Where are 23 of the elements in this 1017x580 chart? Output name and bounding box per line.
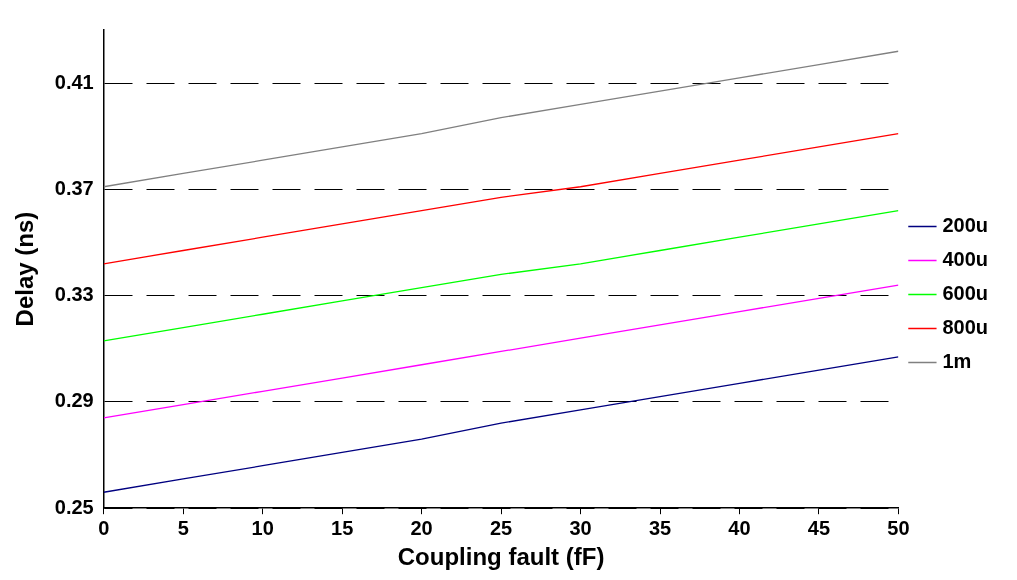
y-tick-label: 0.41 bbox=[54, 70, 94, 93]
x-tick-label: 45 bbox=[807, 516, 831, 539]
x-tick-label: 20 bbox=[410, 516, 433, 539]
x-tick-label: 0 bbox=[98, 516, 110, 539]
x-tick-label: 5 bbox=[177, 516, 189, 539]
legend-label: 1m bbox=[942, 350, 972, 373]
x-tick-label: 35 bbox=[648, 516, 672, 539]
legend-label: 200u bbox=[942, 214, 989, 237]
legend-label: 600u bbox=[942, 282, 989, 305]
y-tick-label: 0.29 bbox=[54, 389, 94, 412]
y-tick-label: 0.33 bbox=[54, 283, 94, 306]
x-tick-label: 50 bbox=[887, 516, 910, 539]
y-axis-title: Delay (ns) bbox=[11, 211, 39, 327]
x-axis-title: Coupling fault (fF) bbox=[397, 543, 605, 571]
x-tick-label: 10 bbox=[251, 516, 274, 539]
x-tick-label: 40 bbox=[728, 516, 751, 539]
y-tick-label: 0.25 bbox=[54, 495, 94, 518]
legend-label: 800u bbox=[942, 316, 989, 339]
x-tick-label: 25 bbox=[489, 516, 513, 539]
y-tick-label: 0.37 bbox=[54, 176, 94, 199]
x-tick-label: 30 bbox=[569, 516, 592, 539]
x-tick-label: 15 bbox=[331, 516, 354, 539]
legend-label: 400u bbox=[942, 248, 989, 271]
